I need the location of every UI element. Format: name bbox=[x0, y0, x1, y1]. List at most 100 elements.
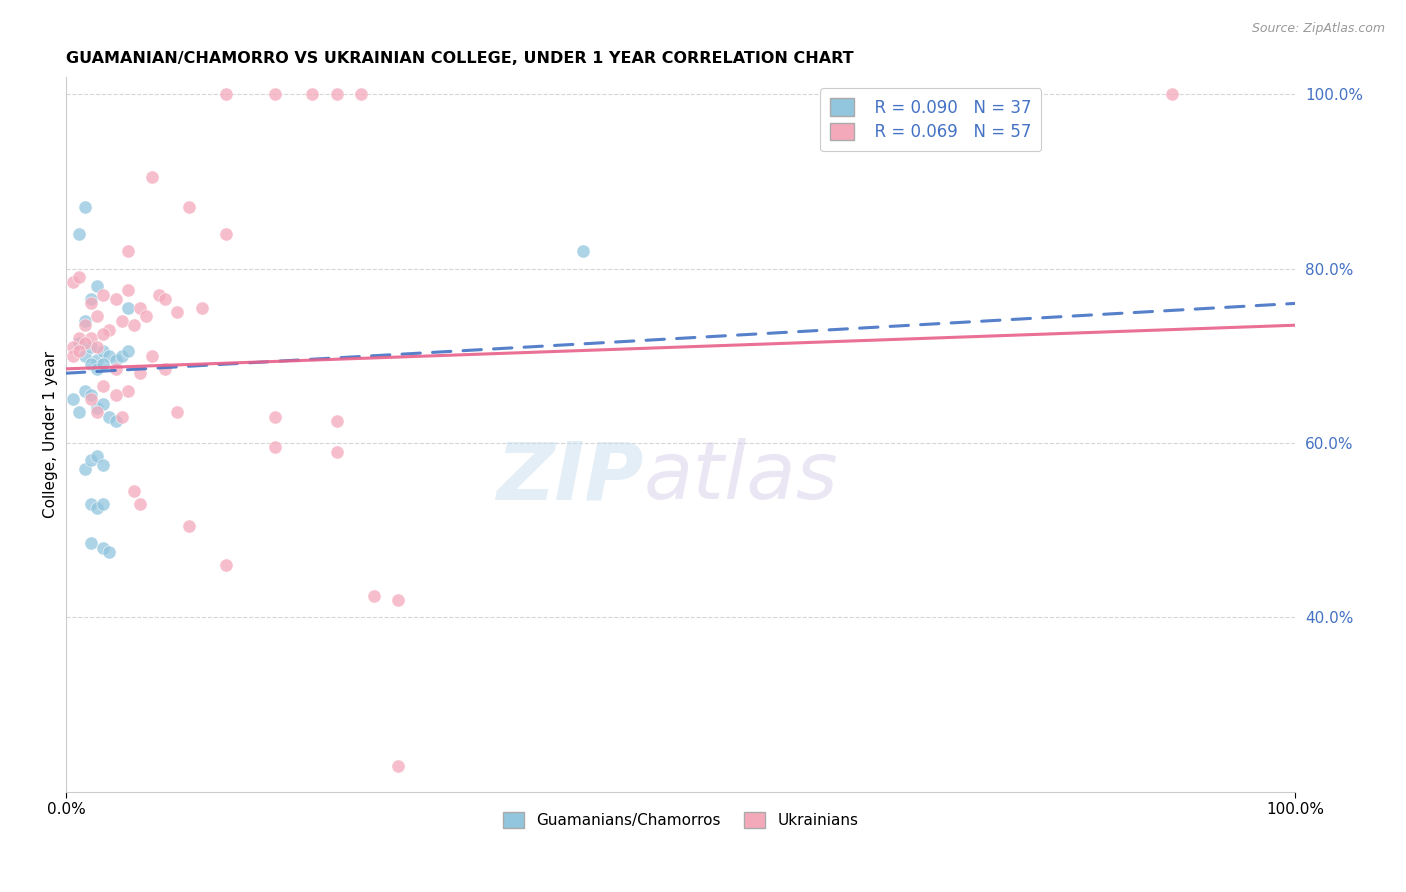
Point bbox=[122, 483, 145, 498]
Point bbox=[215, 558, 238, 573]
Point bbox=[86, 310, 108, 324]
Point bbox=[153, 292, 176, 306]
Point bbox=[117, 244, 139, 258]
Point bbox=[62, 340, 84, 354]
Point bbox=[86, 279, 108, 293]
Point bbox=[104, 292, 127, 306]
Point bbox=[86, 449, 108, 463]
Point bbox=[129, 497, 152, 511]
Point bbox=[80, 331, 103, 345]
Point bbox=[73, 384, 96, 398]
Point bbox=[67, 331, 90, 345]
Point bbox=[80, 536, 103, 550]
Y-axis label: College, Under 1 year: College, Under 1 year bbox=[44, 351, 58, 518]
Text: ZIP: ZIP bbox=[496, 438, 644, 516]
Point bbox=[86, 501, 108, 516]
Point bbox=[264, 409, 287, 424]
Point bbox=[215, 87, 238, 101]
Point bbox=[80, 497, 103, 511]
Point bbox=[73, 201, 96, 215]
Point bbox=[122, 318, 145, 333]
Point bbox=[80, 453, 103, 467]
Point bbox=[91, 379, 114, 393]
Point bbox=[80, 388, 103, 402]
Point bbox=[80, 292, 103, 306]
Point bbox=[98, 545, 121, 559]
Point bbox=[141, 349, 163, 363]
Point bbox=[166, 305, 188, 319]
Point bbox=[111, 349, 134, 363]
Point bbox=[135, 310, 157, 324]
Point bbox=[98, 409, 121, 424]
Point bbox=[98, 349, 121, 363]
Text: atlas: atlas bbox=[644, 438, 839, 516]
Point bbox=[86, 361, 108, 376]
Point bbox=[264, 441, 287, 455]
Point bbox=[326, 444, 349, 458]
Point bbox=[80, 296, 103, 310]
Point bbox=[117, 384, 139, 398]
Point bbox=[190, 301, 212, 315]
Point bbox=[91, 344, 114, 359]
Point bbox=[86, 340, 108, 354]
Point bbox=[73, 335, 96, 350]
Point bbox=[129, 366, 152, 380]
Point bbox=[117, 301, 139, 315]
Point bbox=[326, 414, 349, 428]
Point bbox=[80, 358, 103, 372]
Text: Source: ZipAtlas.com: Source: ZipAtlas.com bbox=[1251, 22, 1385, 36]
Point bbox=[62, 275, 84, 289]
Point bbox=[104, 361, 127, 376]
Point bbox=[104, 388, 127, 402]
Point bbox=[153, 361, 176, 376]
Point bbox=[91, 458, 114, 472]
Point bbox=[62, 349, 84, 363]
Point bbox=[117, 344, 139, 359]
Point bbox=[73, 314, 96, 328]
Point bbox=[571, 244, 593, 258]
Point bbox=[387, 593, 409, 607]
Point bbox=[179, 201, 201, 215]
Point bbox=[91, 326, 114, 341]
Point bbox=[104, 414, 127, 428]
Point bbox=[98, 322, 121, 336]
Point bbox=[80, 392, 103, 407]
Point bbox=[91, 397, 114, 411]
Point bbox=[67, 335, 90, 350]
Point bbox=[215, 227, 238, 241]
Point bbox=[67, 270, 90, 285]
Point bbox=[73, 349, 96, 363]
Point bbox=[62, 392, 84, 407]
Point bbox=[363, 589, 385, 603]
Legend: Guamanians/Chamorros, Ukrainians: Guamanians/Chamorros, Ukrainians bbox=[496, 806, 865, 834]
Point bbox=[73, 318, 96, 333]
Point bbox=[91, 497, 114, 511]
Point bbox=[301, 87, 323, 101]
Point bbox=[166, 405, 188, 419]
Point bbox=[86, 353, 108, 368]
Point bbox=[141, 169, 163, 184]
Point bbox=[67, 405, 90, 419]
Point bbox=[91, 287, 114, 301]
Point bbox=[387, 759, 409, 773]
Point bbox=[326, 87, 349, 101]
Point bbox=[179, 519, 201, 533]
Point bbox=[1161, 87, 1184, 101]
Point bbox=[73, 462, 96, 476]
Text: GUAMANIAN/CHAMORRO VS UKRAINIAN COLLEGE, UNDER 1 YEAR CORRELATION CHART: GUAMANIAN/CHAMORRO VS UKRAINIAN COLLEGE,… bbox=[66, 51, 853, 66]
Point bbox=[91, 541, 114, 555]
Point bbox=[148, 287, 170, 301]
Point bbox=[350, 87, 373, 101]
Point bbox=[111, 314, 134, 328]
Point bbox=[80, 340, 103, 354]
Point bbox=[104, 353, 127, 368]
Point bbox=[117, 283, 139, 297]
Point bbox=[91, 358, 114, 372]
Point bbox=[129, 301, 152, 315]
Point bbox=[86, 401, 108, 416]
Point bbox=[67, 227, 90, 241]
Point bbox=[111, 409, 134, 424]
Point bbox=[67, 344, 90, 359]
Point bbox=[86, 405, 108, 419]
Point bbox=[264, 87, 287, 101]
